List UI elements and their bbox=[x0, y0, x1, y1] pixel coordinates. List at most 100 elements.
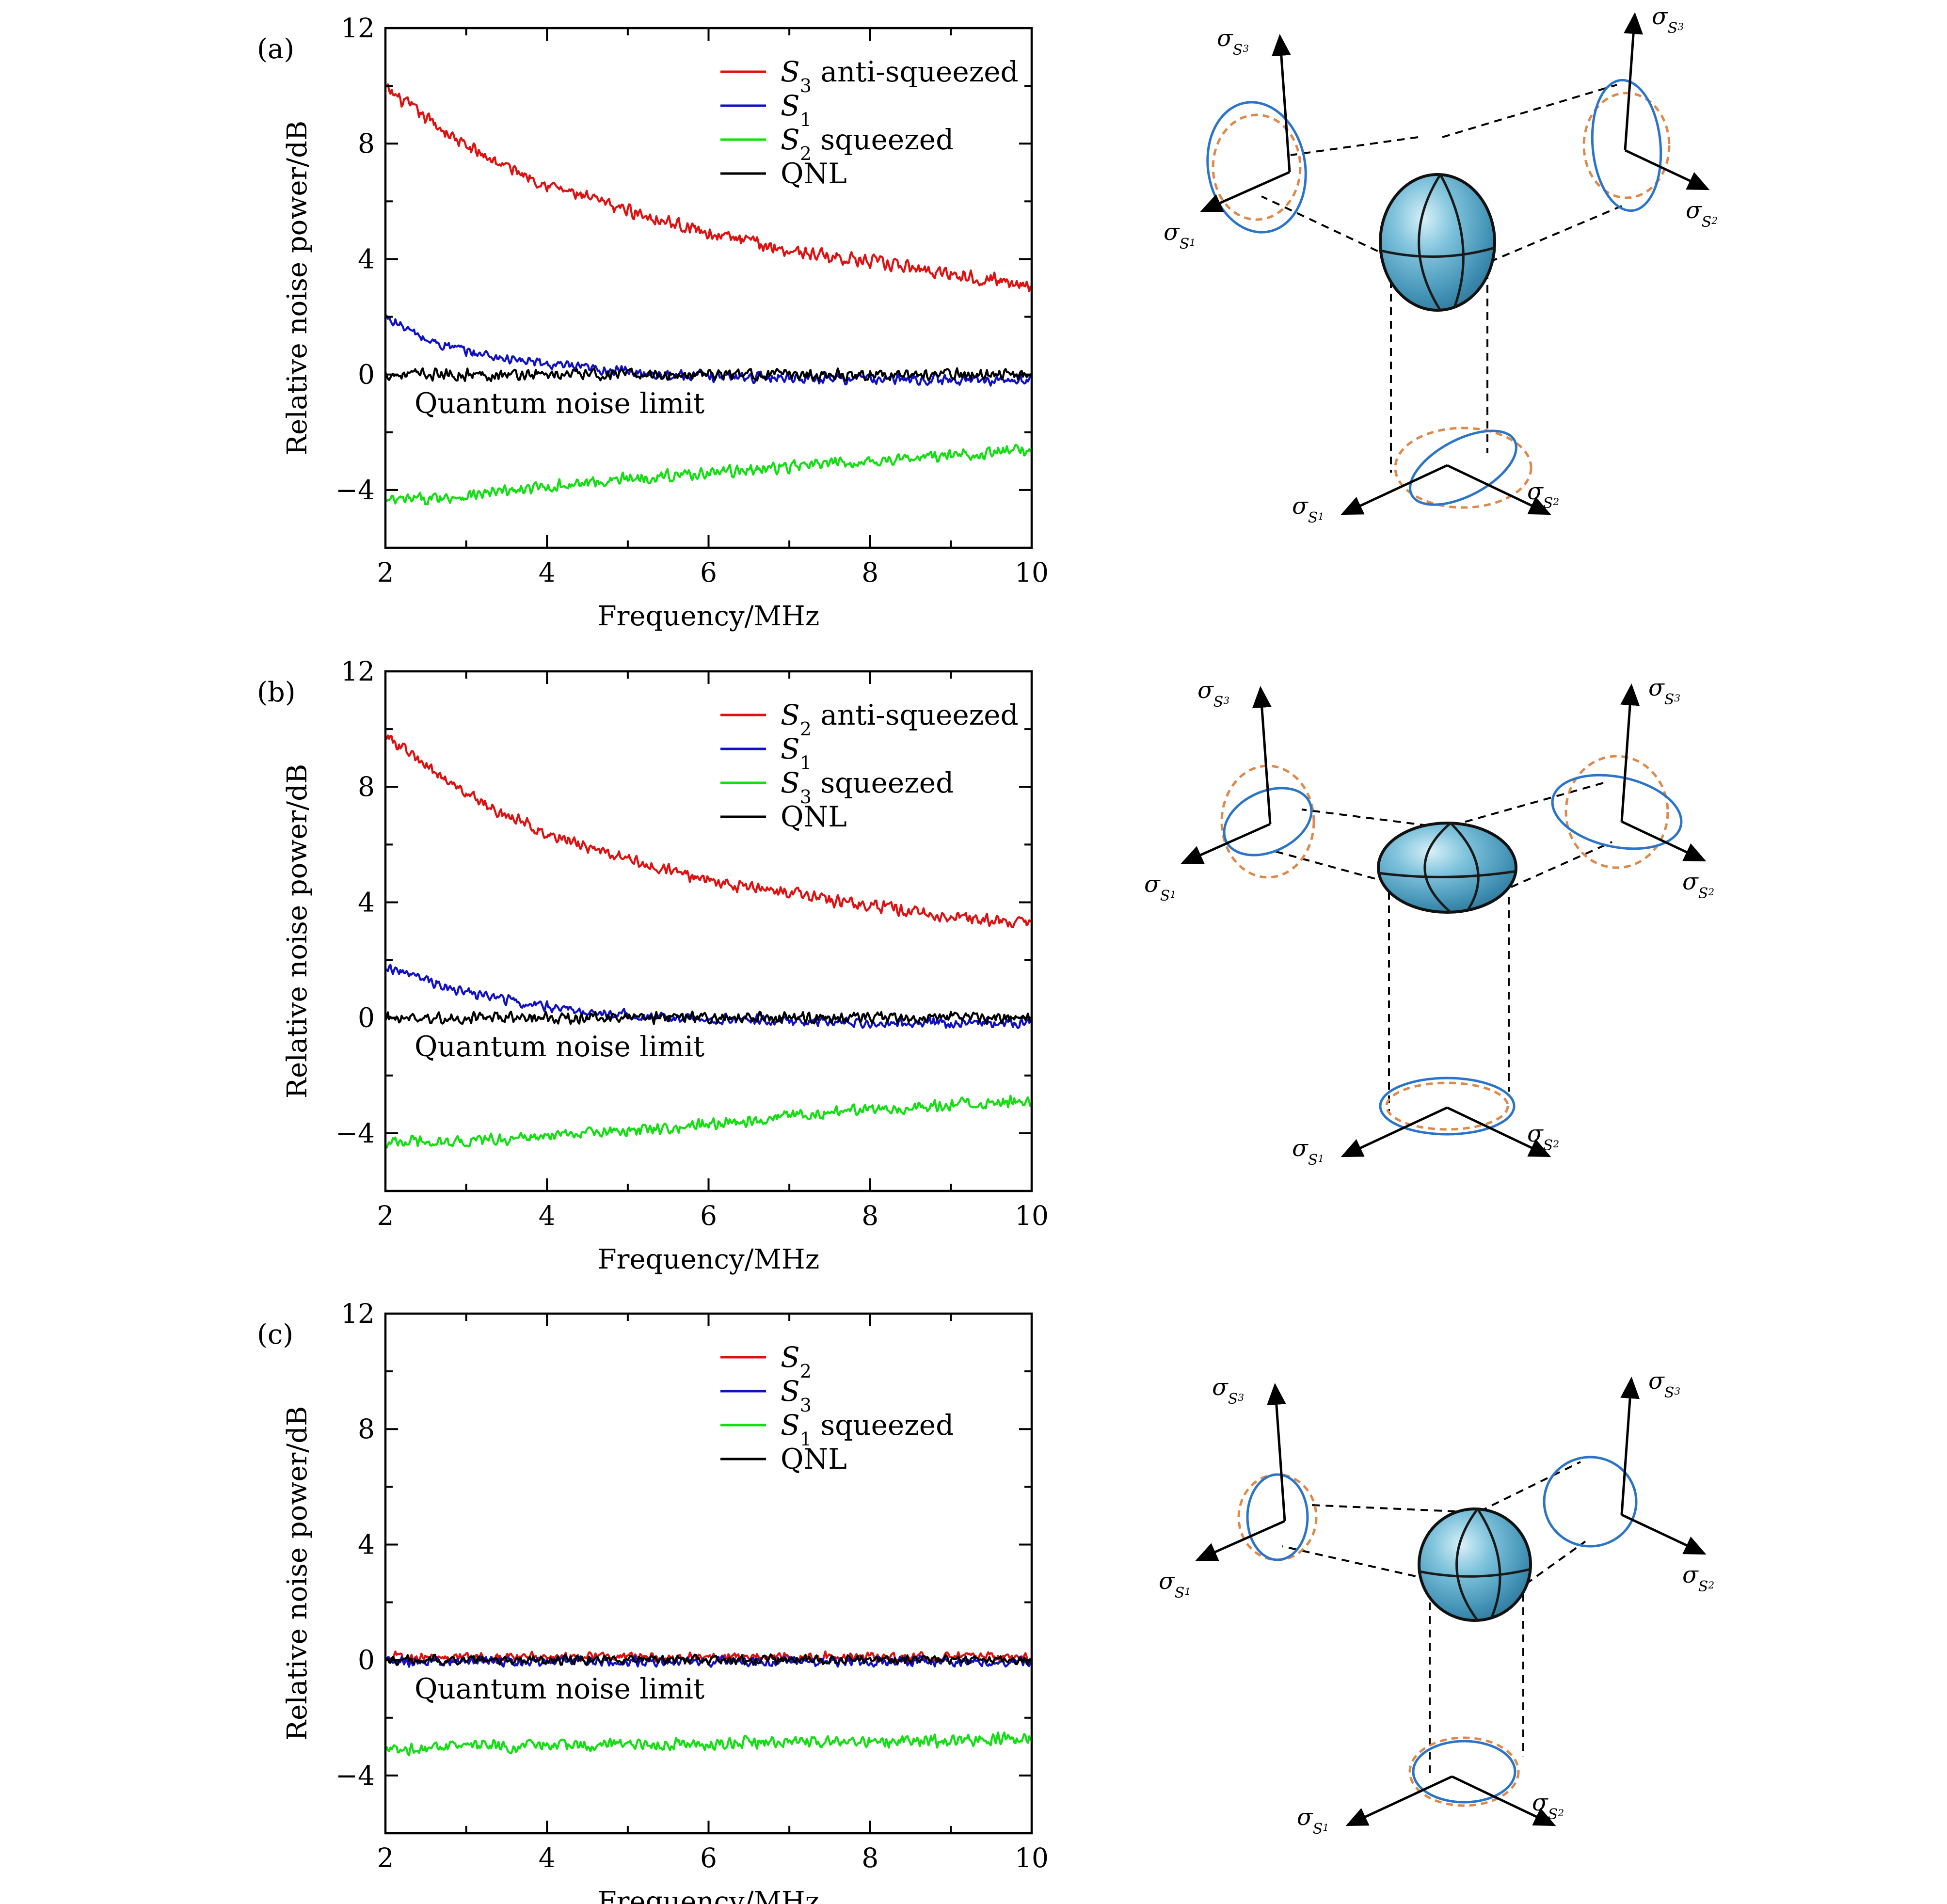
y-tick-label: 0 bbox=[358, 359, 375, 390]
squeezed-ellipse bbox=[1409, 429, 1517, 506]
legend-entry: S1 squeezed bbox=[781, 1409, 954, 1450]
x-tick-label: 2 bbox=[377, 1200, 394, 1231]
x-tick-label: 10 bbox=[1015, 557, 1049, 588]
x-tick-label: 10 bbox=[1015, 1842, 1049, 1873]
legend-entry: QNL bbox=[781, 157, 847, 190]
sigma-s1-label: σS1 bbox=[1297, 1804, 1329, 1838]
sigma-s3-label: σS3 bbox=[1197, 677, 1229, 711]
legend-entry: S1 bbox=[781, 89, 812, 130]
sigma-s2-label: σS2 bbox=[1527, 1120, 1559, 1154]
panel-label: (b) bbox=[257, 677, 296, 708]
x-tick-label: 4 bbox=[539, 557, 556, 588]
coherent-circle bbox=[1237, 1473, 1318, 1561]
series-line-s1 bbox=[385, 964, 1032, 1030]
sigma-s3-label: σS3 bbox=[1212, 1374, 1244, 1408]
qnl-annotation: Quantum noise limit bbox=[415, 1030, 704, 1063]
chart-panel-1: 2 4 6 8 10 12 8 4 0 −4 Frequency/MHz Relative noise… bbox=[257, 13, 1049, 632]
squeezed-ellipse bbox=[1246, 1473, 1309, 1561]
bloch-sphere bbox=[1379, 173, 1496, 312]
x-axis-label: Frequency/MHz bbox=[598, 1886, 819, 1904]
x-tick-label: 6 bbox=[700, 1842, 717, 1873]
sigma-s3-axis bbox=[1620, 683, 1640, 822]
squeezed-ellipse bbox=[1412, 1740, 1516, 1804]
bloch-diagram-2: σS3 σS1 σS3 σS2 σS1 σS2 bbox=[1144, 674, 1714, 1169]
sigma-s2-label: σS2 bbox=[1686, 197, 1718, 231]
sigma-s2-label: σS2 bbox=[1532, 1789, 1564, 1823]
y-tick-label: 0 bbox=[358, 1002, 375, 1033]
panel-label: (a) bbox=[257, 33, 294, 65]
sigma-s2-axis bbox=[1446, 1106, 1551, 1158]
coherent-circle bbox=[1385, 1081, 1509, 1131]
y-tick-label: 4 bbox=[358, 1529, 375, 1560]
sigma-s3-axis bbox=[1620, 1377, 1640, 1515]
sigma-s2-label: σS2 bbox=[1682, 868, 1714, 902]
bloch-diagram-1: σS3 σS1 σS3 σS2 σS1 σS2 bbox=[1164, 3, 1718, 526]
series-line-qnl bbox=[385, 1653, 1032, 1666]
sigma-s3-axis bbox=[1271, 34, 1291, 173]
bloch-sphere bbox=[1377, 822, 1517, 914]
y-tick-label: 8 bbox=[358, 128, 375, 159]
series-line-s1 bbox=[385, 314, 1032, 387]
sigma-s3-axis bbox=[1252, 686, 1272, 825]
sigma-s3-label: σS3 bbox=[1648, 1367, 1680, 1401]
qnl-annotation: Quantum noise limit bbox=[415, 387, 704, 420]
sigma-s1-label: σS1 bbox=[1144, 871, 1176, 904]
x-tick-label: 2 bbox=[377, 1842, 394, 1873]
sigma-s2-label: σS2 bbox=[1682, 1561, 1714, 1595]
sigma-s3-label: σS3 bbox=[1648, 674, 1680, 708]
sigma-s3-label: σS3 bbox=[1652, 3, 1684, 37]
sigma-s2-axis bbox=[1446, 464, 1551, 515]
sigma-s3-axis bbox=[1266, 1383, 1286, 1522]
x-tick-label: 4 bbox=[539, 1842, 556, 1873]
y-tick-label: 8 bbox=[358, 771, 375, 802]
x-tick-label: 8 bbox=[862, 1842, 878, 1873]
sigma-s2-axis bbox=[1451, 1775, 1556, 1826]
series-line-s3-squeezed bbox=[385, 1095, 1032, 1149]
sigma-s1-label: σS1 bbox=[1292, 492, 1324, 526]
coherent-circle bbox=[1564, 755, 1669, 869]
plot-frame bbox=[384, 1312, 1033, 1835]
x-tick-label: 10 bbox=[1015, 1200, 1049, 1231]
sigma-s1-label: σS1 bbox=[1164, 219, 1196, 253]
legend-entry: S2 bbox=[781, 1341, 812, 1382]
chart-panel-3: 2 4 6 8 10 12 8 4 0 −4 Frequency/MHz Relative noise… bbox=[257, 1298, 1049, 1904]
series-line-s1-squeezed bbox=[385, 1731, 1032, 1757]
y-axis-label: Relative noise power/dB bbox=[282, 764, 313, 1098]
x-tick-label: 6 bbox=[700, 1200, 717, 1231]
squeezed-ellipse bbox=[1206, 101, 1307, 234]
sigma-s1-axis bbox=[1341, 1106, 1448, 1158]
sigma-s1-axis bbox=[1345, 1775, 1453, 1826]
coherent-circle bbox=[1220, 764, 1315, 879]
bloch-diagram-3: σS3 σS1 σS3 σS2 σS1 σS2 bbox=[1159, 1367, 1714, 1838]
y-tick-label: 4 bbox=[358, 243, 375, 274]
coherent-circle bbox=[1408, 1736, 1520, 1807]
x-tick-label: 6 bbox=[700, 557, 717, 588]
sigma-s2-axis bbox=[1624, 149, 1710, 190]
x-tick-label: 2 bbox=[377, 557, 394, 588]
y-tick-label: 12 bbox=[341, 1298, 375, 1329]
sigma-s1-axis bbox=[1200, 171, 1291, 212]
series-line-qnl bbox=[385, 1010, 1032, 1025]
squeezed-ellipse bbox=[1379, 1077, 1516, 1136]
x-tick-label: 8 bbox=[862, 557, 878, 588]
y-axis-label: Relative noise power/dB bbox=[282, 1406, 313, 1741]
series-line-s2-anti-squeezed bbox=[385, 734, 1032, 928]
legend-entry: S1 bbox=[781, 732, 812, 774]
legend-entry: S3 bbox=[781, 1375, 812, 1416]
legend-entry: S2 squeezed bbox=[781, 123, 954, 164]
y-tick-label: 12 bbox=[341, 656, 375, 687]
squeezed-ellipse bbox=[1223, 787, 1313, 857]
sigma-s1-label: σS1 bbox=[1292, 1135, 1324, 1169]
y-tick-label: 8 bbox=[358, 1413, 375, 1444]
sigma-s2-axis bbox=[1621, 1513, 1707, 1555]
coherent-circle bbox=[1394, 427, 1532, 509]
chart-panel-2: 2 4 6 8 10 12 8 4 0 −4 Frequency/MHz Relative noise… bbox=[257, 656, 1049, 1275]
y-tick-label: −4 bbox=[335, 1760, 375, 1791]
legend-entry: QNL bbox=[781, 1443, 847, 1476]
legend-entry: S2 anti-squeezed bbox=[781, 698, 1019, 740]
x-axis-label: Frequency/MHz bbox=[598, 1244, 819, 1275]
